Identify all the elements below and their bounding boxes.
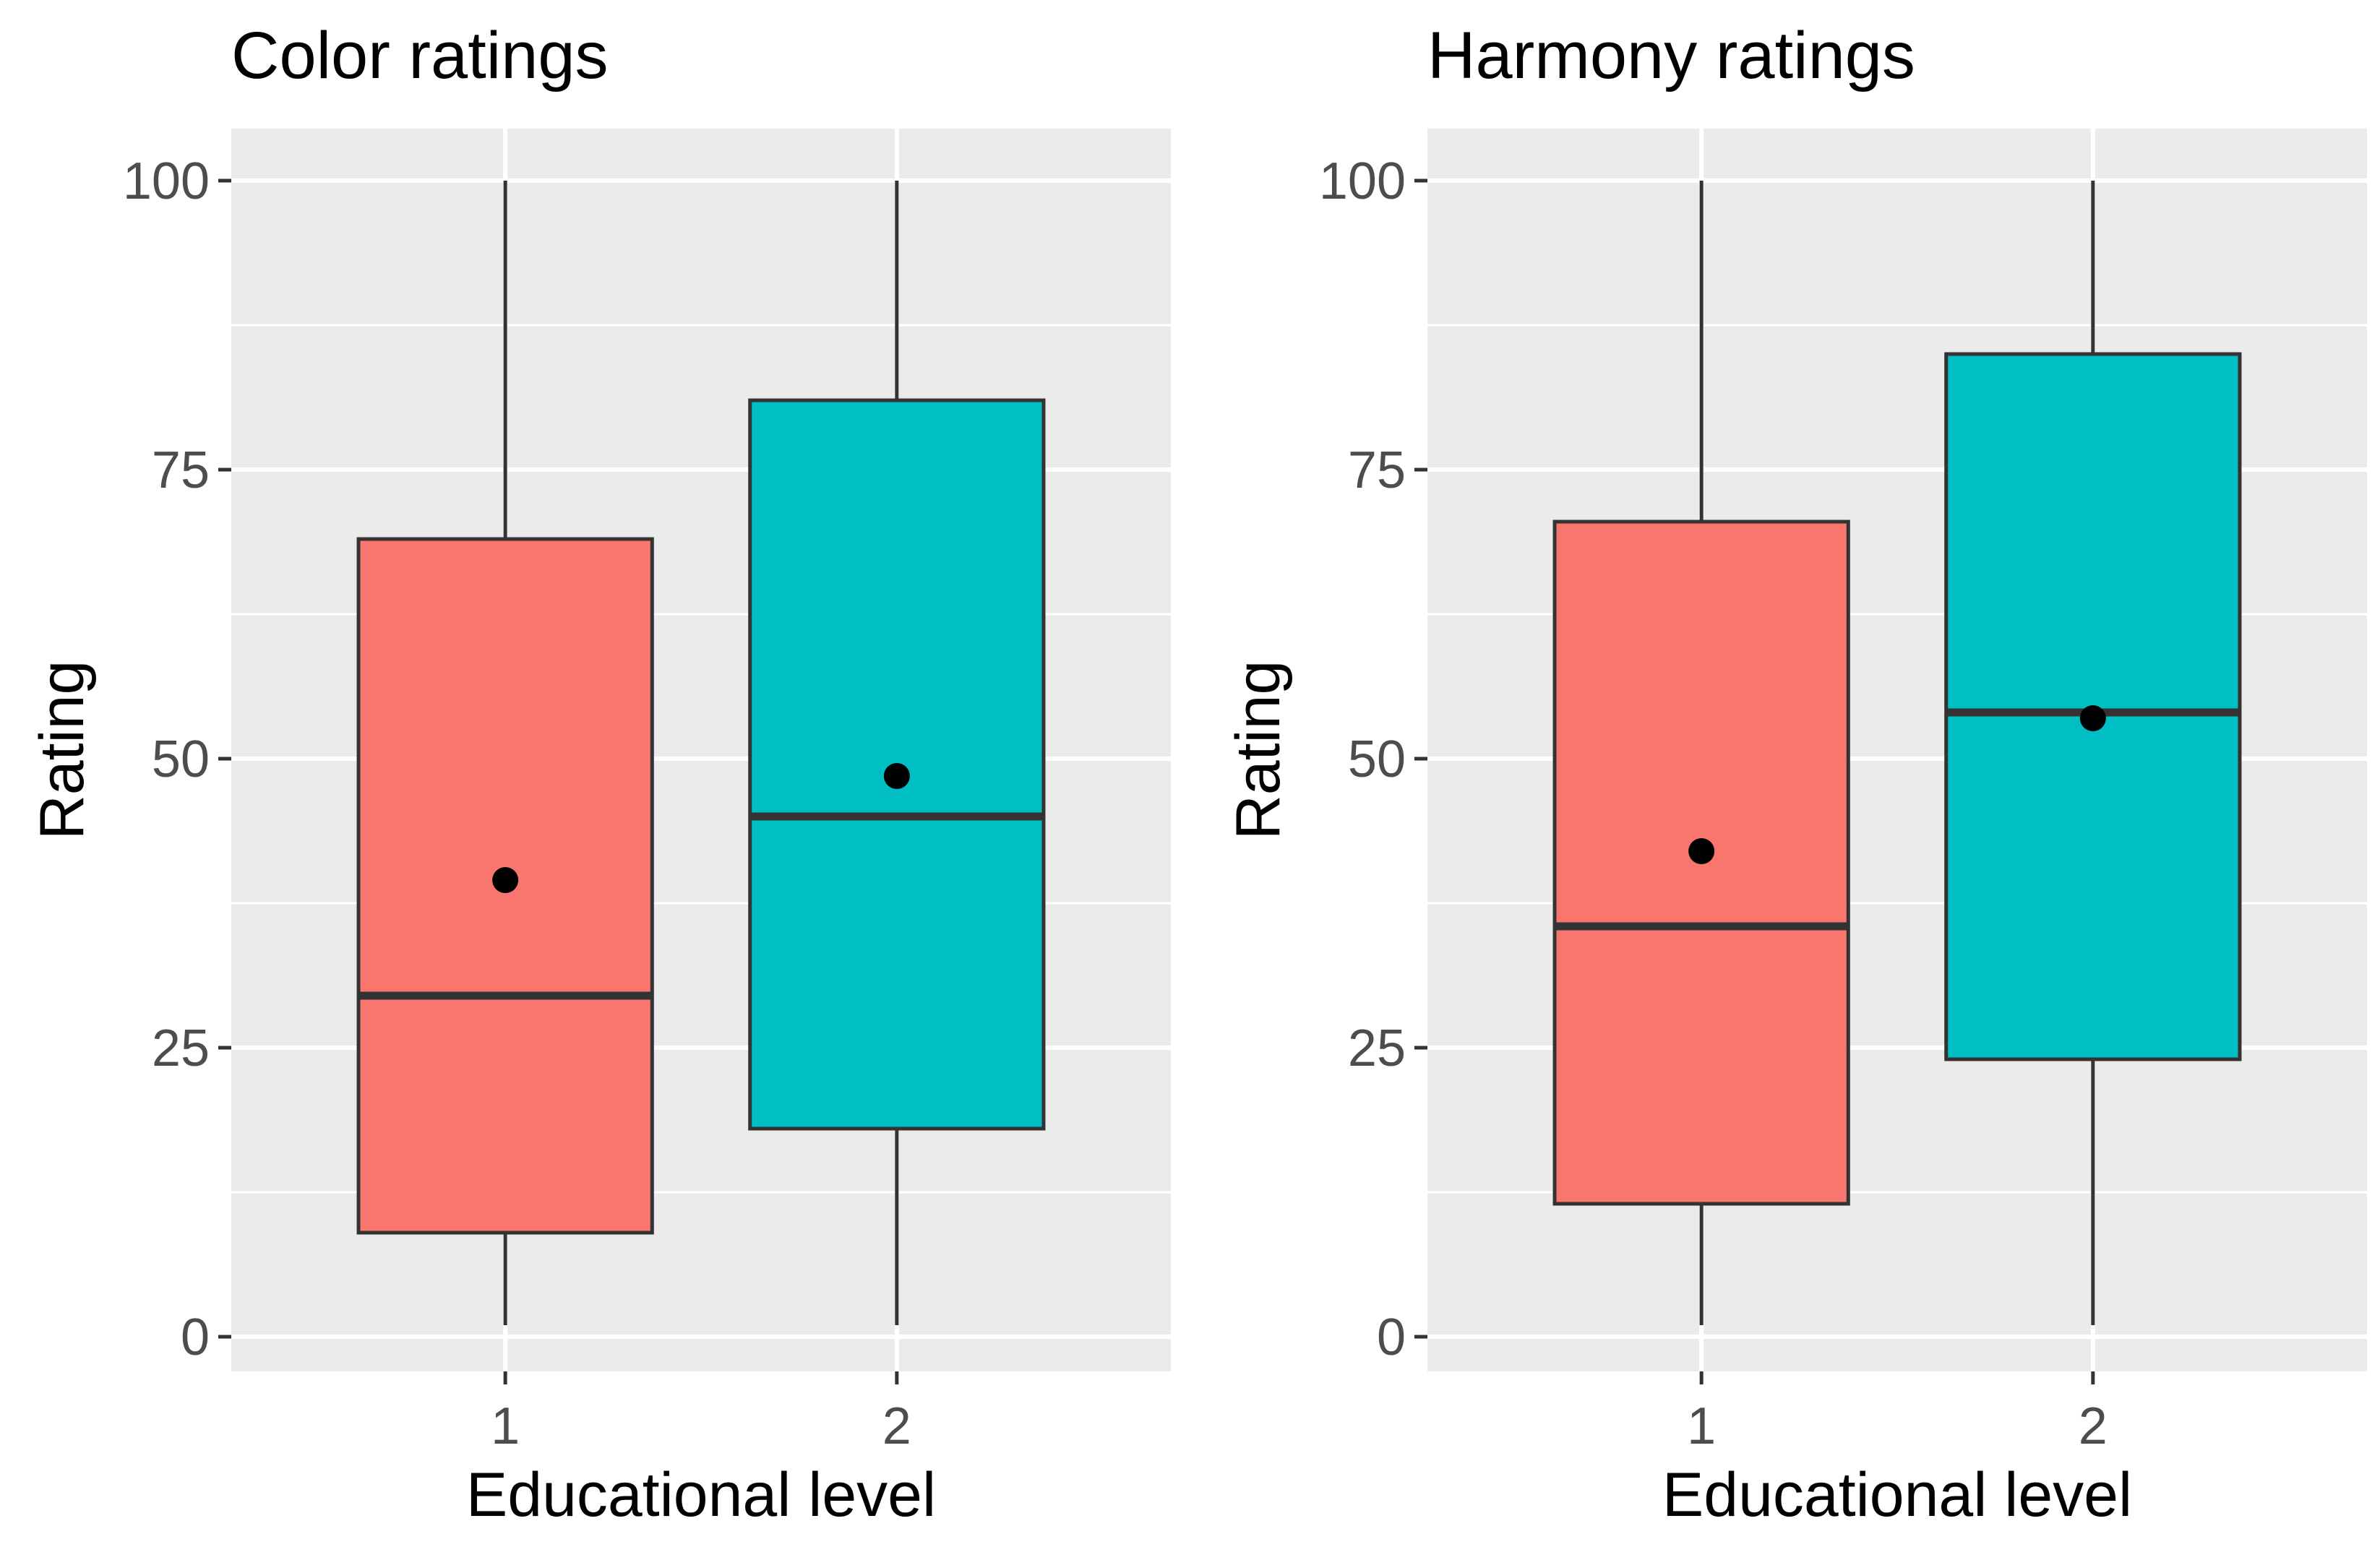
x-tick-label: 2 xyxy=(2079,1397,2108,1455)
x-axis-title: Educational level xyxy=(466,1460,936,1530)
y-tick-label: 100 xyxy=(123,152,210,210)
x-tick-label: 1 xyxy=(1687,1397,1716,1455)
box-group-2 xyxy=(748,181,1046,1325)
y-tick-label: 50 xyxy=(1348,731,1406,788)
y-axis-title: Rating xyxy=(27,660,97,840)
y-tick-label: 0 xyxy=(181,1309,210,1366)
mean-point xyxy=(2079,705,2106,731)
y-tick-label: 50 xyxy=(152,731,210,788)
y-tick-label: 25 xyxy=(152,1020,210,1077)
y-axis-title: Rating xyxy=(1224,660,1293,840)
box-group-1 xyxy=(356,181,654,1325)
box-group-1 xyxy=(1552,181,1850,1325)
y-tick-label: 75 xyxy=(1348,441,1406,499)
chart-title: Color ratings xyxy=(231,19,609,92)
y-tick-label: 75 xyxy=(152,441,210,499)
y-tick-label: 25 xyxy=(1348,1020,1406,1077)
box-group-2 xyxy=(1944,181,2242,1325)
mean-point xyxy=(492,867,519,893)
x-axis-title: Educational level xyxy=(1662,1460,2132,1530)
mean-point xyxy=(883,763,910,789)
x-tick-label: 2 xyxy=(882,1397,911,1455)
y-tick-label: 0 xyxy=(1377,1309,1406,1366)
y-tick-label: 100 xyxy=(1319,152,1406,210)
chart-title: Harmony ratings xyxy=(1427,19,1915,92)
mean-point xyxy=(1688,838,1715,864)
x-tick-label: 1 xyxy=(491,1397,520,1455)
